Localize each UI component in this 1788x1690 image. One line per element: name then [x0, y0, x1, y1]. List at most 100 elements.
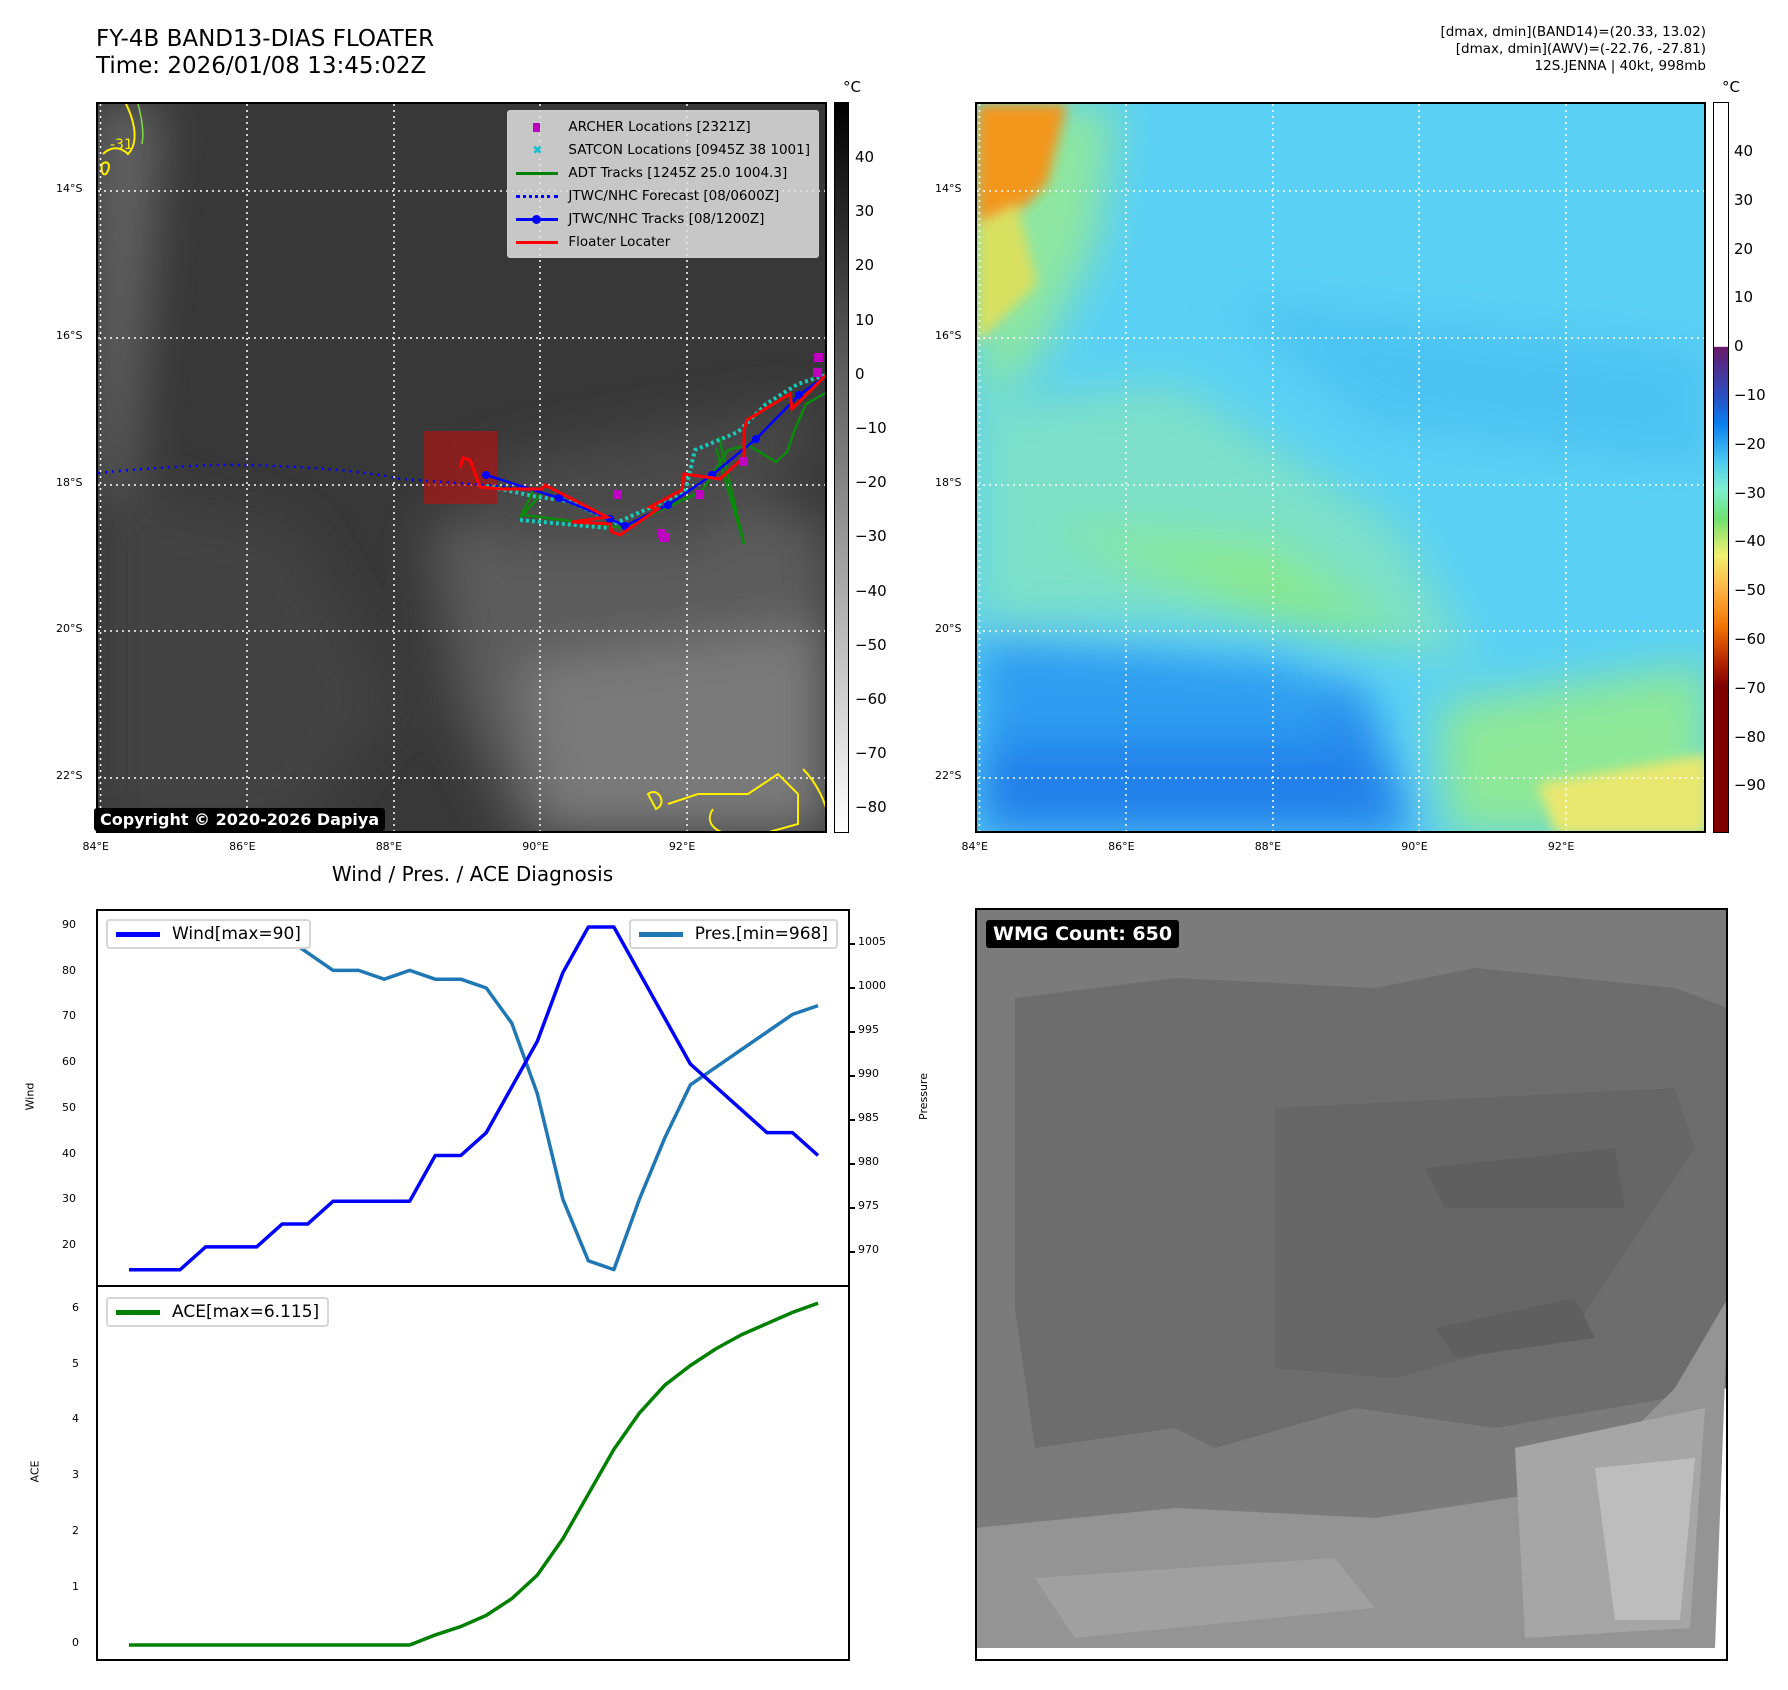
pressure-tick-mark	[849, 1031, 855, 1033]
lat-tick-label: 14°S	[56, 182, 83, 195]
wv-colorbar-tick: −60	[1734, 630, 1766, 648]
wv-colorbar-tick: 20	[1734, 239, 1754, 258]
pressure-tick-label: 985	[858, 1111, 879, 1124]
pressure-tick-label: 975	[858, 1199, 879, 1212]
pressure-tick-mark	[849, 943, 855, 945]
wind-legend-label: Wind[max=90]	[172, 924, 301, 944]
wind-tick-label: 20	[62, 1237, 76, 1251]
wind-axis-label: Wind	[23, 1082, 37, 1111]
ir-colorbar-tick: −80	[855, 798, 887, 817]
wind-legend: Wind[max=90]	[106, 919, 311, 949]
ace-tick-label: 1	[72, 1580, 79, 1594]
ace-tick-label: 3	[72, 1468, 79, 1482]
wv-colorbar-tick: −10	[1734, 386, 1766, 404]
ir-colorbar-tick: −70	[855, 744, 887, 763]
lat-tick-label: 20°S	[935, 622, 962, 636]
legend-label: JTWC/NHC Tracks [08/1200Z]	[568, 210, 765, 227]
legend-jtwc-tracks: JTWC/NHC Tracks [08/1200Z]	[516, 207, 810, 230]
pressure-tick-label: 990	[858, 1067, 879, 1080]
pressure-tick-label: 970	[858, 1243, 879, 1256]
wv-colorbar-tick: −70	[1734, 678, 1766, 697]
pressure-tick-label: 995	[858, 1023, 879, 1036]
lat-tick-label: 22°S	[56, 769, 83, 783]
pressure-tick-mark	[849, 1075, 855, 1077]
legend-label: SATCON Locations [0945Z 38 1001]	[568, 141, 810, 158]
cloud-field	[98, 104, 825, 831]
ir-colorbar-tick: −20	[855, 473, 887, 492]
wv-colorbar-unit: °C	[1722, 78, 1740, 96]
adt-track	[518, 391, 825, 530]
wv-colorbar-tick: −40	[1734, 532, 1766, 551]
band14-range: [dmax, dmin](BAND14)=(20.33, 13.02)	[1440, 24, 1706, 40]
wv-colorbar-tick: −80	[1734, 727, 1766, 746]
lat-tick-label: 14°S	[935, 182, 962, 195]
floater-locater-track	[458, 373, 825, 537]
pressure-legend-swatch	[638, 931, 683, 937]
ace-legend-label: ACE[max=6.115]	[172, 1302, 320, 1322]
storm-info: [dmax, dmin](BAND14)=(20.33, 13.02) [dma…	[1440, 24, 1706, 75]
ace-legend-swatch	[116, 1309, 160, 1315]
figure-title: FY-4B BAND13-DIAS FLOATER Time: 2026/01/…	[96, 26, 434, 80]
lon-tick-label: 84°E	[961, 840, 988, 853]
ir-colorbar-tick: 20	[855, 256, 875, 275]
lon-tick-label: 92°E	[668, 840, 696, 853]
wv-colorbar-tick: 30	[1734, 190, 1754, 209]
title-product: FY-4B BAND13-DIAS FLOATER	[96, 26, 435, 52]
ir-colorbar-tick: 10	[855, 310, 875, 329]
wv-colorbar-tick: −90	[1734, 776, 1766, 795]
wv-dry-spots	[977, 104, 1704, 831]
lon-tick-label: 84°E	[82, 840, 109, 853]
wind-tick-label: 60	[62, 1055, 76, 1069]
ir-colorbar-tick: −40	[855, 581, 887, 600]
wind-tick-label: 50	[62, 1100, 76, 1114]
wmg-count-badge: WMG Count: 650	[986, 920, 1180, 948]
legend-jtwc-forecast: JTWC/NHC Forecast [08/0600Z]	[516, 184, 810, 207]
wind-legend-swatch	[116, 931, 160, 937]
legend-archer: ARCHER Locations [2321Z]	[516, 115, 810, 138]
wv-map-panel[interactable]	[975, 102, 1706, 833]
pressure-tick-label: 1005	[858, 935, 886, 948]
ir-colorbar-tick: 0	[855, 364, 865, 383]
wind-tick-label: 70	[62, 1009, 76, 1023]
pressure-tick-label: 1000	[858, 979, 886, 992]
wind-pressure-axes: Wind[max=90] Pres.[min=968]	[96, 909, 850, 1287]
pressure-tick-label: 980	[858, 1155, 879, 1168]
ace-tick-label: 5	[72, 1356, 79, 1370]
legend-floater: Floater Locater	[516, 230, 810, 253]
lon-tick-label: 88°E	[1254, 840, 1282, 853]
wv-colorbar-tick: 0	[1734, 337, 1744, 356]
chart-title: Wind / Pres. / ACE Diagnosis	[331, 862, 614, 886]
lat-tick-label: 16°S	[56, 328, 83, 342]
ace-tick-label: 6	[72, 1300, 79, 1314]
wmg-panel: WMG Count: 650	[975, 908, 1728, 1661]
contour-minus31	[100, 104, 825, 831]
copyright-badge: Copyright © 2020-2026 Dapiya	[94, 808, 386, 831]
lon-tick-label: 90°E	[522, 840, 549, 853]
ace-axes: ACE[max=6.115]	[96, 1285, 850, 1661]
pressure-line	[129, 924, 819, 1272]
ir-colorbar-tick: −10	[855, 419, 887, 437]
lat-tick-label: 18°S	[56, 475, 83, 489]
lat-tick-label: 20°S	[56, 622, 83, 636]
wind-tick-label: 40	[62, 1146, 76, 1160]
wind-tick-label: 30	[62, 1192, 76, 1206]
ir-map-panel[interactable]: -31 ARCHER Locations [2321Z] ✖ S	[96, 102, 827, 833]
lon-tick-label: 86°E	[229, 840, 256, 853]
satcon-locations-west	[485, 484, 603, 518]
lon-tick-label: 90°E	[1401, 840, 1428, 853]
ir-colorbar-tick: −50	[855, 635, 887, 654]
ace-tick-label: 2	[72, 1524, 79, 1538]
pressure-axis-label: Pressure	[916, 1073, 930, 1120]
legend-label: ADT Tracks [1245Z 25.0 1004.3]	[568, 164, 788, 181]
wind-line	[129, 925, 820, 1272]
ace-legend: ACE[max=6.115]	[106, 1297, 330, 1327]
wv-colorbar-tick: 10	[1734, 288, 1754, 307]
archer-locations	[613, 353, 823, 542]
contour-green	[137, 104, 144, 145]
pressure-tick-mark	[849, 1207, 855, 1209]
legend-label: Floater Locater	[568, 233, 671, 250]
wv-colorbar-tick: 40	[1734, 142, 1754, 160]
wv-colorbar-tick: −30	[1734, 483, 1766, 502]
ir-colorbar-tick: 30	[855, 202, 875, 221]
